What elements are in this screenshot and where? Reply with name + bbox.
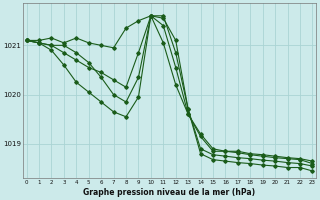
X-axis label: Graphe pression niveau de la mer (hPa): Graphe pression niveau de la mer (hPa) [84,188,256,197]
